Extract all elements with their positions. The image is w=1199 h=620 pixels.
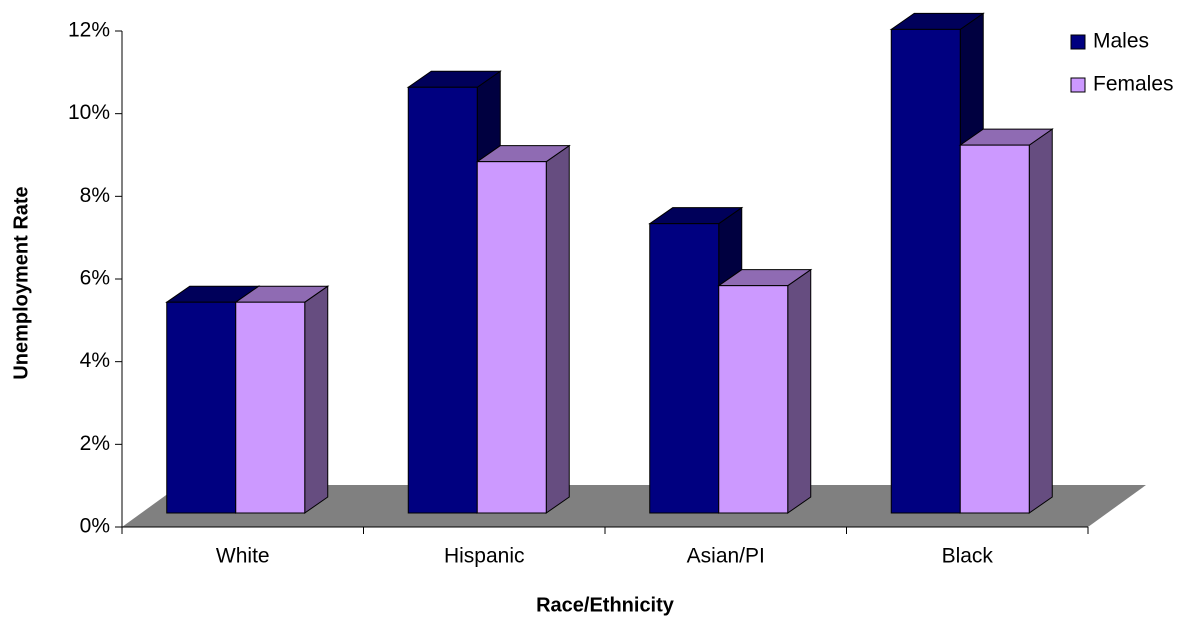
x-tick-label: Black [942, 545, 994, 568]
legend-swatch [1070, 77, 1086, 93]
bar-side [787, 268, 812, 514]
bar [890, 28, 961, 514]
x-tick-label: White [216, 545, 270, 568]
bar [235, 301, 306, 514]
bar [649, 223, 720, 514]
legend-label: Males [1093, 30, 1149, 53]
y-tick-label: 2% [80, 432, 110, 455]
y-tick-label: 6% [80, 267, 110, 290]
y-tick-label: 0% [80, 515, 110, 538]
y-tick-label: 4% [80, 349, 110, 372]
x-tick-label: Asian/PI [687, 545, 765, 568]
legend-swatch [1070, 34, 1086, 50]
bar [959, 144, 1030, 514]
bar [476, 161, 547, 514]
y-tick-label: 8% [80, 184, 110, 207]
y-tick-label: 10% [68, 101, 110, 124]
bar [166, 301, 237, 514]
bar [718, 285, 789, 514]
legend-label: Females [1093, 73, 1174, 96]
floor [122, 485, 1146, 527]
y-axis-title: Unemployment Rate [10, 186, 32, 379]
bar-side [304, 285, 329, 514]
x-axis-title: Race/Ethnicity [536, 594, 675, 616]
y-tick-label: 12% [68, 19, 110, 42]
x-tick-label: Hispanic [444, 545, 525, 568]
bar-side [1028, 128, 1053, 514]
bar [407, 86, 478, 514]
bar-side [545, 144, 570, 514]
